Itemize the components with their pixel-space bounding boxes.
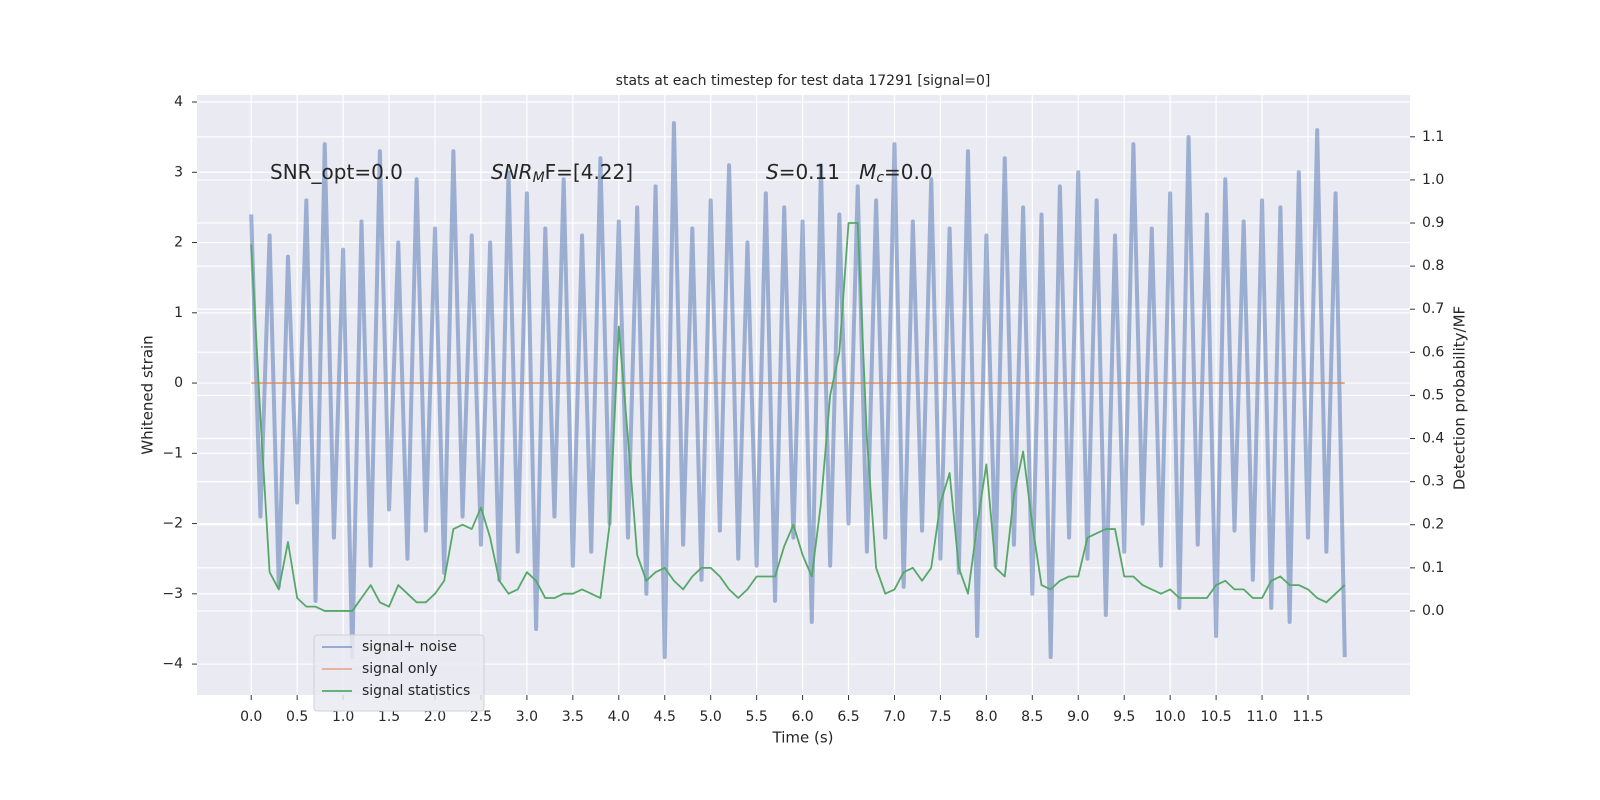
- x-tick-label: 9.5: [1113, 709, 1135, 725]
- y2-tick-label: 1.1: [1422, 129, 1444, 145]
- y-axis-label: Whitened strain: [139, 335, 157, 454]
- annotation-part: SNR_opt=0.0: [270, 160, 403, 184]
- y2-tick-label: 0.2: [1422, 517, 1444, 533]
- x-tick-label: 11.5: [1292, 709, 1323, 725]
- annotation-part: F=[4.22]: [545, 160, 633, 184]
- y2-tick-label: 0.6: [1422, 344, 1444, 360]
- x-tick-label: 10.0: [1155, 709, 1186, 725]
- x-tick-label: 0.5: [286, 709, 308, 725]
- annotation: S=0.11 Mc=0.0: [766, 160, 933, 187]
- x-tick-label: 5.0: [700, 709, 722, 725]
- x-tick-label: 2.5: [470, 709, 492, 725]
- y-tick-label: 3: [174, 164, 183, 180]
- y-tick-label: 4: [174, 94, 183, 110]
- y-tick-label: −2: [162, 516, 183, 532]
- x-tick-label: 8.5: [1021, 709, 1043, 725]
- y2-tick-label: 0.1: [1422, 560, 1444, 576]
- y-tick-label: −3: [162, 586, 183, 602]
- annotation: SNRMF=[4.22]: [491, 160, 633, 187]
- x-tick-label: 9.0: [1067, 709, 1089, 725]
- annotation-part: M: [533, 170, 545, 186]
- legend-label: signal statistics: [362, 683, 470, 699]
- x-tick-label: 4.5: [654, 709, 676, 725]
- x-tick-label: 2.0: [424, 709, 446, 725]
- y-tick-label: 0: [174, 375, 183, 391]
- y2-tick-label: 0.5: [1422, 387, 1444, 403]
- x-tick-label: 4.0: [608, 709, 630, 725]
- x-axis-label: Time (s): [772, 729, 834, 747]
- annotation-part: c: [876, 170, 884, 186]
- x-tick-label: 1.5: [378, 709, 400, 725]
- y2-tick-label: 0.7: [1422, 301, 1444, 317]
- legend-label: signal only: [362, 661, 437, 677]
- y2-tick-label: 1.0: [1422, 172, 1444, 188]
- y-tick-label: 2: [174, 235, 183, 251]
- x-tick-label: 1.0: [332, 709, 354, 725]
- annotation-part: =0.11: [779, 160, 859, 184]
- x-tick-label: 10.5: [1201, 709, 1232, 725]
- y2-tick-label: 0.4: [1422, 431, 1444, 447]
- y-tick-label: −1: [162, 445, 183, 461]
- x-tick-label: 8.0: [975, 709, 997, 725]
- annotation-part: =0.0: [884, 160, 933, 184]
- legend-box: [313, 634, 485, 712]
- series-line: [250, 222, 1346, 612]
- x-tick-label: 5.5: [746, 709, 768, 725]
- x-tick-label: 7.5: [929, 709, 951, 725]
- annotation-part: SNR: [491, 160, 533, 184]
- y-tick-label: 1: [174, 305, 183, 321]
- y2-tick-label: 0.0: [1422, 603, 1444, 619]
- annotation: SNR_opt=0.0: [270, 160, 403, 184]
- y-tick-label: −4: [162, 656, 183, 672]
- y2-tick-label: 0.9: [1422, 215, 1444, 231]
- x-tick-label: 3.5: [562, 709, 584, 725]
- x-tick-label: 3.0: [516, 709, 538, 725]
- series-line: [249, 121, 1347, 660]
- chart-title: stats at each timestep for test data 172…: [616, 73, 991, 89]
- x-tick-label: 7.0: [883, 709, 905, 725]
- annotation-part: M: [859, 160, 876, 184]
- annotation-part: S: [766, 160, 779, 184]
- legend-label: signal+ noise: [362, 639, 457, 655]
- y2-tick-label: 0.3: [1422, 474, 1444, 490]
- y2-tick-label: 0.8: [1422, 258, 1444, 274]
- x-tick-label: 0.0: [240, 709, 262, 725]
- x-tick-label: 6.0: [791, 709, 813, 725]
- x-tick-label: 11.0: [1246, 709, 1277, 725]
- y2-axis-label: Detection probability/MF: [1451, 306, 1469, 490]
- x-tick-label: 6.5: [837, 709, 859, 725]
